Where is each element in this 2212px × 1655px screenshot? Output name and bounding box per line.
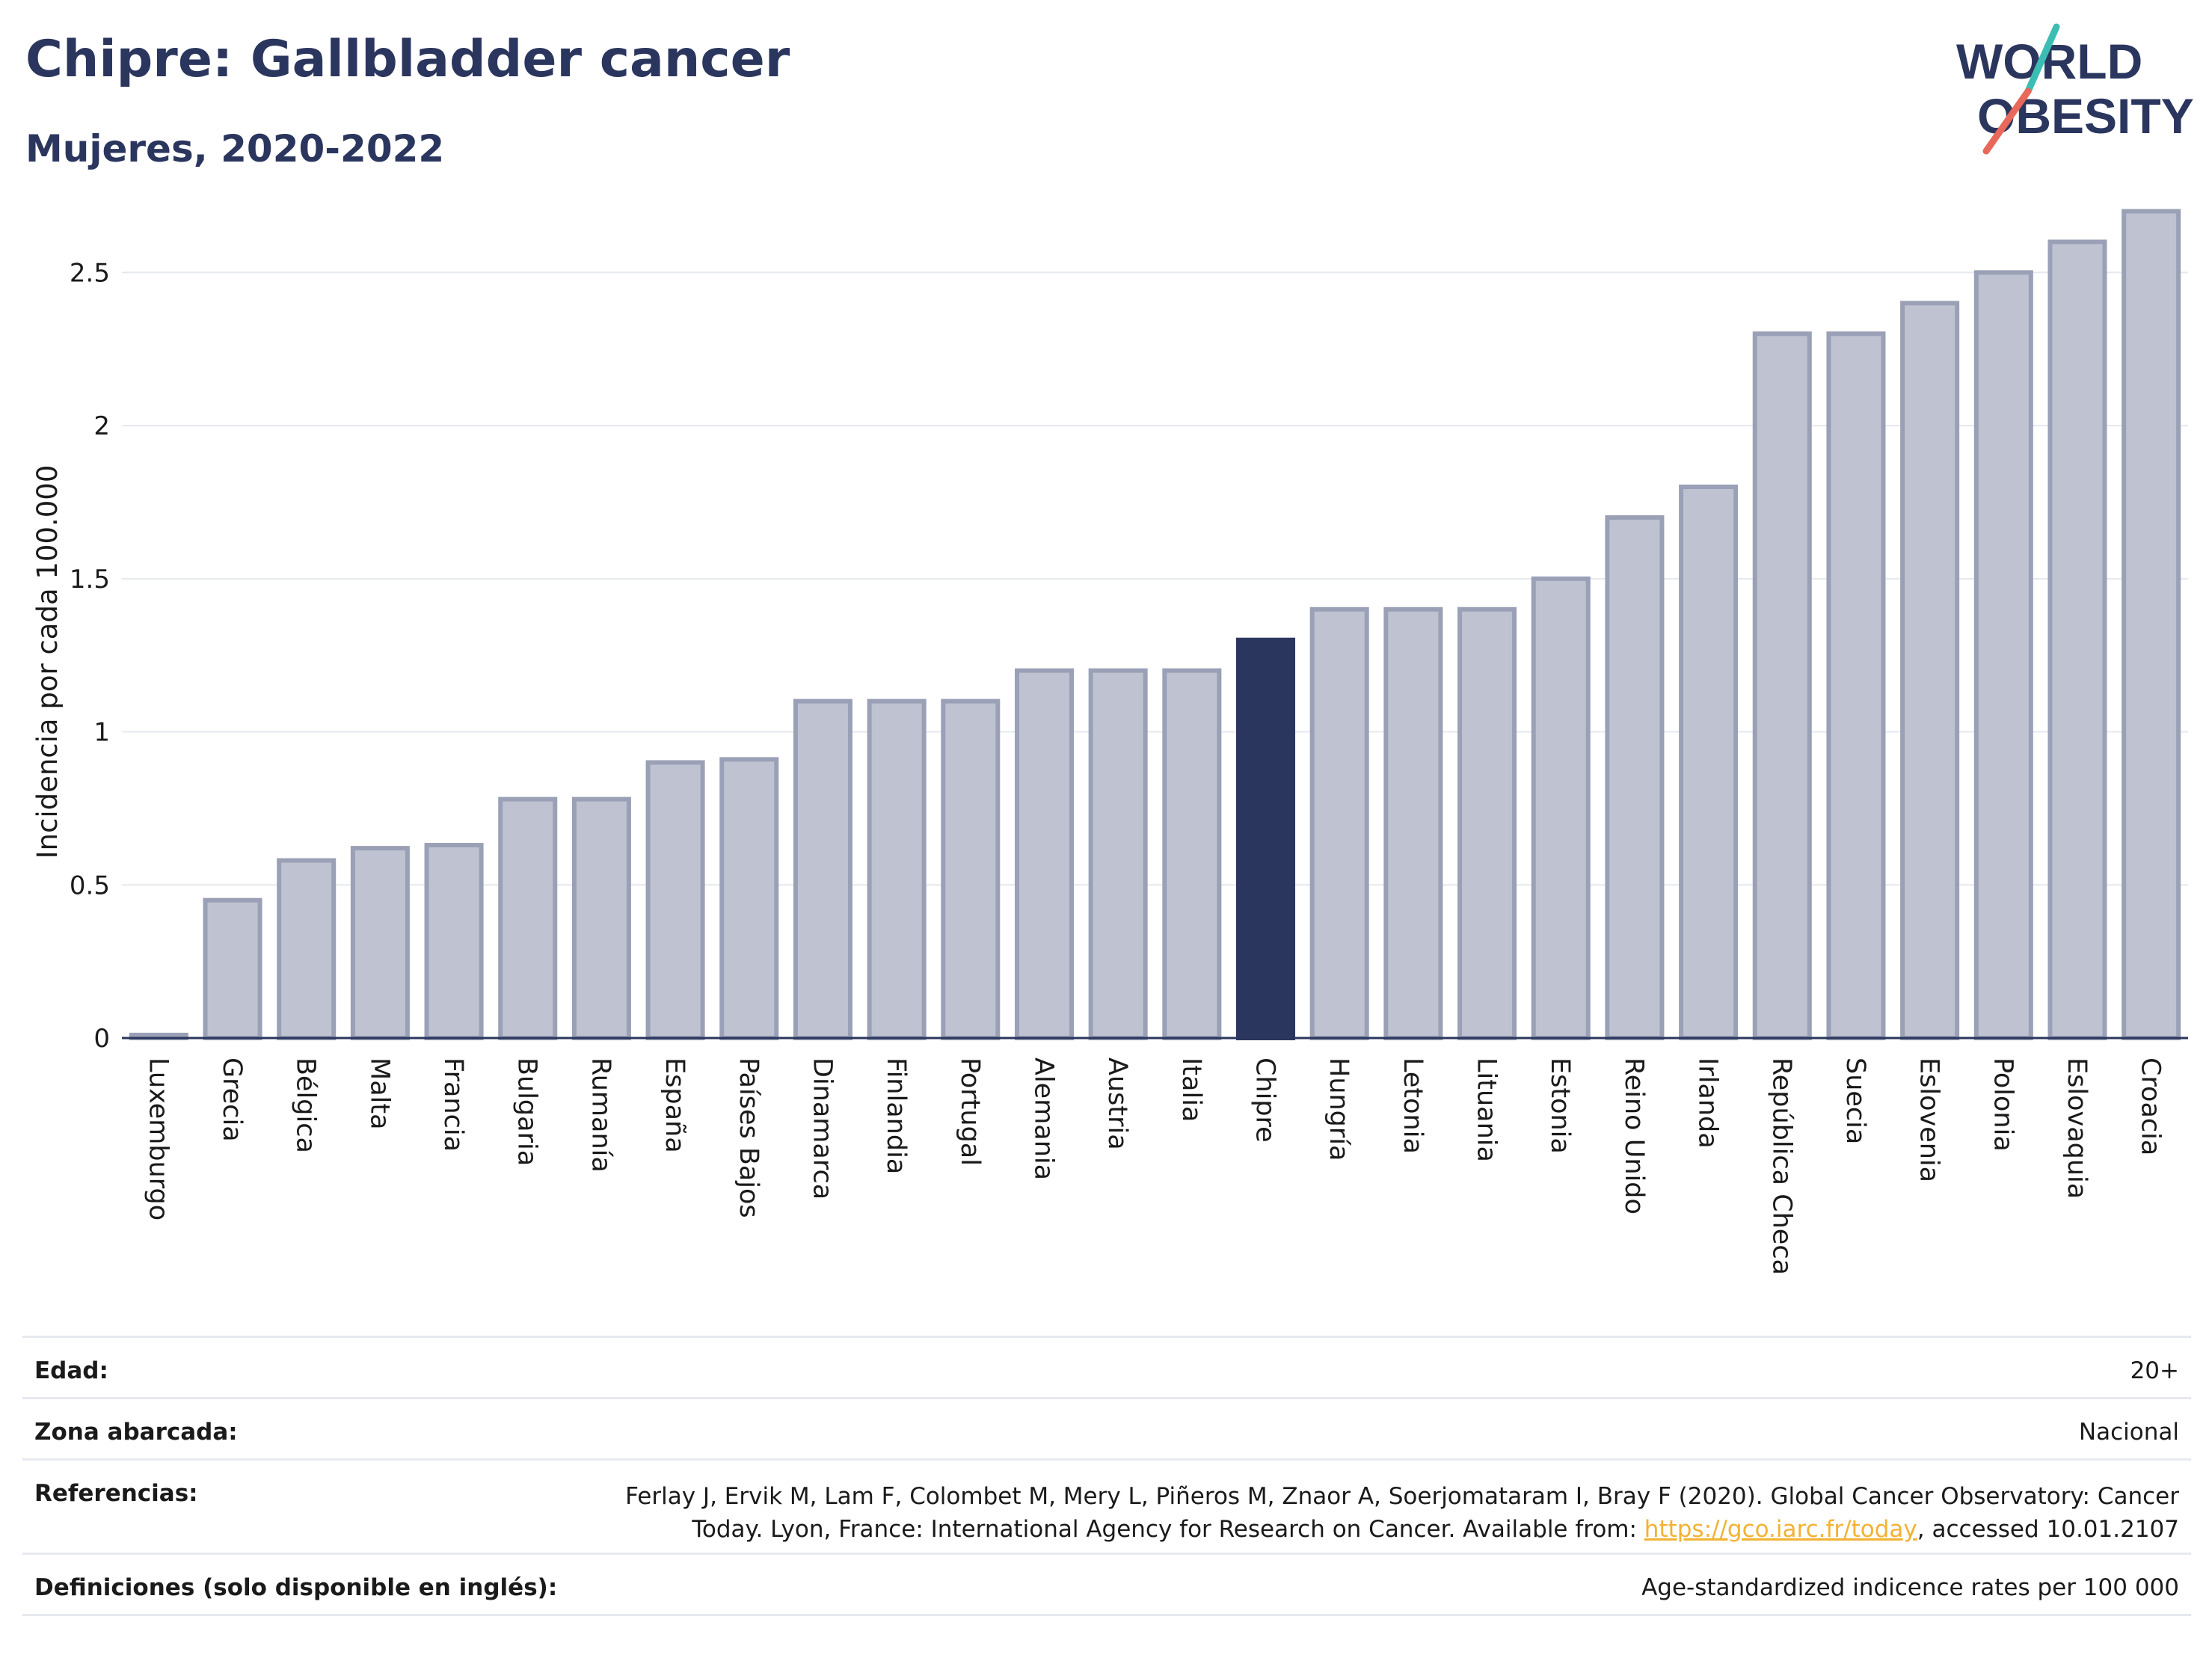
- logo-slash-coral: [1982, 87, 2032, 155]
- x-tick-label: Croacia: [2136, 1057, 2166, 1155]
- x-tick-label: Austria: [1102, 1057, 1132, 1150]
- x-tick-label: Dinamarca: [807, 1057, 837, 1200]
- bar-españa: [645, 760, 705, 1040]
- bar-irlanda: [1679, 484, 1739, 1040]
- x-tick-label: República Checa: [1766, 1057, 1796, 1275]
- bar-francia: [424, 843, 484, 1040]
- y-tick-label: 1.5: [70, 565, 110, 595]
- meta-row-zona: Zona abarcada: Nacional: [22, 1397, 2191, 1461]
- chart-subtitle: Mujeres, 2020-2022: [25, 127, 445, 171]
- x-tick-label: Bulgaria: [512, 1057, 542, 1166]
- bar-chart: 0 0.5 1 1.5 2 2.5 Luxemburgo Grecia Bélgica Malt…: [31, 209, 2188, 1275]
- reference-text: Today. Lyon, France: International Agenc…: [692, 1516, 1644, 1543]
- bar-portugal: [941, 698, 1001, 1040]
- meta-label-definiciones: Definiciones (solo disponible en inglés)…: [34, 1574, 558, 1601]
- meta-row-definiciones: Definiciones (solo disponible en inglés)…: [22, 1553, 2191, 1616]
- bar-hungría: [1309, 607, 1369, 1040]
- bar-alemania: [1014, 668, 1074, 1040]
- meta-value-definiciones: Age-standardized indicence rates per 100…: [1641, 1574, 2179, 1601]
- x-tick-label: Malta: [364, 1057, 394, 1130]
- x-tick-label: España: [660, 1057, 689, 1153]
- bar-rumanía: [571, 796, 631, 1041]
- x-tick-label: Hungría: [1324, 1057, 1354, 1161]
- bar-bélgica: [277, 858, 337, 1040]
- bar-austria: [1088, 668, 1148, 1040]
- chart-title: Chipre: Gallbladder cancer: [25, 30, 790, 89]
- x-tick-label: Finlandia: [881, 1057, 911, 1174]
- x-tick-label: Letonia: [1398, 1057, 1428, 1154]
- world-obesity-logo: WORLD OBESITY: [1956, 23, 2194, 155]
- bar-lituania: [1457, 607, 1517, 1040]
- logo-slash-teal: [2024, 23, 2060, 95]
- meta-label-referencias: Referencias:: [34, 1480, 198, 1507]
- bar-suecia: [1826, 331, 1886, 1041]
- bar-reino-unido: [1605, 515, 1665, 1040]
- x-tick-label: Irlanda: [1693, 1057, 1723, 1149]
- x-tick-label: Reino Unido: [1619, 1057, 1649, 1215]
- meta-value-edad: 20+: [2130, 1357, 2179, 1384]
- y-tick-label: 2: [93, 411, 110, 441]
- x-tick-label: Eslovaquia: [2062, 1057, 2092, 1199]
- x-tick-label: Lituania: [1472, 1057, 1502, 1162]
- x-tick-label: Chipre: [1250, 1057, 1280, 1143]
- x-tick-labels: Luxemburgo Grecia Bélgica Malta Francia Bulga…: [143, 1057, 2165, 1275]
- x-tick-label: Bélgica: [291, 1057, 321, 1153]
- bar-eslovenia: [1900, 301, 1960, 1040]
- bar-bulgaria: [498, 796, 558, 1041]
- reference-link[interactable]: https://gco.iarc.fr/today: [1644, 1516, 1917, 1543]
- y-axis-label: Incidencia por cada 100.000: [31, 465, 64, 859]
- meta-bottom-border: [22, 1614, 2191, 1616]
- x-tick-label: Francia: [438, 1057, 468, 1152]
- y-tick-label: 0: [93, 1024, 110, 1054]
- meta-value-zona: Nacional: [2078, 1419, 2179, 1446]
- x-tick-label: Alemania: [1028, 1057, 1058, 1180]
- x-tick-label: Grecia: [217, 1057, 247, 1142]
- x-tick-label: Eslovenia: [1914, 1057, 1944, 1182]
- bar-italia: [1162, 668, 1222, 1040]
- x-tick-label: Portugal: [955, 1057, 985, 1166]
- reference-line-2: Today. Lyon, France: International Agenc…: [625, 1513, 2179, 1546]
- bar-croacia: [2122, 209, 2181, 1040]
- bar-eslovaquia: [2047, 239, 2107, 1040]
- bar-chipre: [1236, 637, 1296, 1040]
- x-tick-label: Polonia: [1988, 1057, 2018, 1152]
- bar-dinamarca: [793, 698, 852, 1040]
- meta-row-edad: Edad: 20+: [22, 1336, 2191, 1399]
- metadata-table: Edad: 20+ Zona abarcada: Nacional Refere…: [22, 1336, 2191, 1620]
- meta-value-referencias: Ferlay J, Ervik M, Lam F, Colombet M, Me…: [625, 1480, 2179, 1546]
- x-tick-label: Rumanía: [586, 1057, 615, 1173]
- bar-polonia: [1973, 270, 2033, 1040]
- bar-grecia: [203, 897, 262, 1041]
- x-tick-label: Italia: [1176, 1057, 1206, 1122]
- meta-label-edad: Edad:: [34, 1357, 108, 1384]
- bar-países-bajos: [719, 757, 779, 1040]
- y-tick-label: 2.5: [70, 258, 110, 288]
- bar-letonia: [1383, 607, 1443, 1040]
- bar-malta: [350, 846, 410, 1040]
- x-tick-label: Suecia: [1840, 1057, 1870, 1144]
- bar-estonia: [1531, 576, 1591, 1040]
- reference-line-1: Ferlay J, Ervik M, Lam F, Colombet M, Me…: [625, 1483, 2179, 1510]
- bar-finlandia: [867, 698, 927, 1040]
- y-tick-label: 0.5: [70, 871, 110, 900]
- x-tick-label: Países Bajos: [734, 1057, 764, 1218]
- y-tick-label: 1: [93, 718, 110, 748]
- meta-row-referencias: Referencias: Ferlay J, Ervik M, Lam F, C…: [22, 1458, 2191, 1555]
- y-tick-labels: 0 0.5 1 1.5 2 2.5: [70, 258, 110, 1054]
- x-tick-label: Luxemburgo: [143, 1057, 173, 1220]
- x-tick-label: Estonia: [1545, 1057, 1575, 1154]
- bars: [129, 209, 2181, 1041]
- reference-accessed: , accessed 10.01.2107: [1917, 1516, 2179, 1543]
- bar-república-checa: [1752, 331, 1812, 1041]
- meta-label-zona: Zona abarcada:: [34, 1419, 238, 1446]
